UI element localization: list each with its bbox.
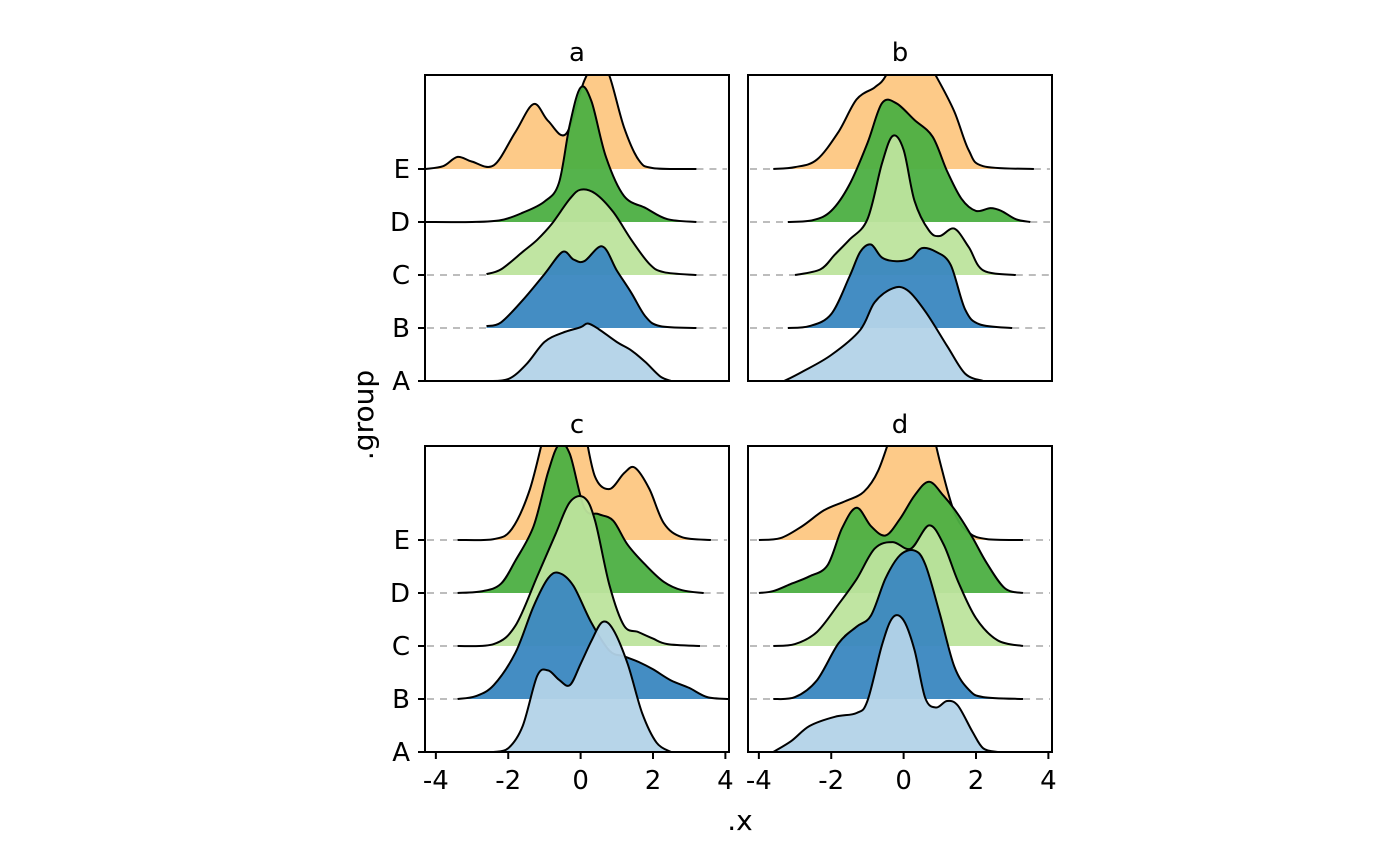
x-tick-label-c-4: 4 xyxy=(717,766,734,796)
ridge-fill-a-d xyxy=(425,86,697,223)
y-tick-label-a-a: A xyxy=(392,367,410,397)
x-tick-label-d-3: 2 xyxy=(968,766,985,796)
x-tick-label-d-1: -2 xyxy=(818,766,844,796)
ridge-line-d-a xyxy=(772,614,998,752)
ridge-fill-a-c xyxy=(486,189,697,275)
facet-title-d: d xyxy=(892,410,909,440)
facet-panel-b: b xyxy=(747,38,1053,382)
y-axis-title: .group xyxy=(347,370,380,460)
ridge-line-c-d xyxy=(457,446,704,594)
x-axis-panel-d: -4 -2 0 2 4 xyxy=(746,752,1057,796)
y-tick-label-a-c: C xyxy=(392,261,410,291)
x-axis-panel-c: -4 -2 0 2 4 xyxy=(423,752,734,796)
ridge-line-b-c xyxy=(794,134,1016,276)
ridge-line-b-a xyxy=(783,285,984,381)
x-tick-label-c-2: 0 xyxy=(572,766,589,796)
panel-frame-d xyxy=(747,445,1053,753)
x-tick-label-c-1: -2 xyxy=(495,766,521,796)
y-tick-label-a-b: B xyxy=(392,314,410,344)
ridge-line-a-a xyxy=(486,322,672,381)
ridge-fill-b-d xyxy=(787,99,1031,222)
ridges-panel-a xyxy=(425,75,727,381)
ridge-line-d-c xyxy=(773,524,1024,647)
facet-title-a: a xyxy=(569,38,585,68)
facet-title-c: c xyxy=(570,410,584,440)
facet-title-b: b xyxy=(892,38,909,68)
x-tick-label-d-0: -4 xyxy=(746,766,772,796)
ridge-line-d-b xyxy=(773,549,1024,701)
ridge-fill-a-e xyxy=(425,75,697,170)
x-tick-label-c-0: -4 xyxy=(423,766,449,796)
ridges-panel-d xyxy=(750,446,1050,752)
ridge-line-c-b xyxy=(457,571,729,700)
ridge-fill-c-e xyxy=(457,446,711,541)
facet-panel-d: d -4 -2 0 2 4 xyxy=(746,410,1057,796)
ridge-line-c-a xyxy=(493,620,672,752)
ridge-line-d-d xyxy=(758,480,1024,594)
panel-frame-a xyxy=(424,74,730,382)
ridge-line-c-c xyxy=(457,495,701,648)
ridge-fill-d-d xyxy=(758,481,1023,593)
ridge-fill-c-a xyxy=(493,621,672,752)
y-tick-label-c-e: E xyxy=(394,526,410,556)
ridges-panel-b xyxy=(750,75,1050,381)
ridge-line-c-e xyxy=(457,446,712,542)
ridge-line-a-d xyxy=(425,85,697,224)
ridge-line-a-b xyxy=(486,245,697,329)
y-tick-label-a-d: D xyxy=(390,208,410,238)
ridge-line-b-d xyxy=(787,98,1031,223)
y-tick-label-c-c: C xyxy=(392,632,410,662)
y-tick-label-a-e: E xyxy=(394,155,410,185)
panel-frame-c xyxy=(424,445,730,753)
ridge-fill-a-b xyxy=(486,246,697,328)
x-tick-label-d-2: 0 xyxy=(895,766,912,796)
ridge-line-b-b xyxy=(787,243,1013,329)
x-tick-label-c-3: 2 xyxy=(645,766,662,796)
ridge-line-a-e xyxy=(425,75,697,171)
ridges-panel-c xyxy=(427,446,729,752)
ridge-line-b-e xyxy=(773,75,1034,170)
ridge-fill-b-a xyxy=(784,286,984,381)
x-tick-label-d-4: 4 xyxy=(1040,766,1057,796)
y-tick-label-c-d: D xyxy=(390,579,410,609)
ridge-line-a-c xyxy=(486,188,697,276)
y-tick-label-c-a: A xyxy=(392,738,410,768)
x-axis-title: .x xyxy=(727,804,752,837)
ridge-fill-d-e xyxy=(758,446,1023,540)
ridge-fill-c-c xyxy=(457,496,700,647)
ridge-fill-d-a xyxy=(773,615,998,752)
y-tick-label-c-b: B xyxy=(392,685,410,715)
panel-frame-b xyxy=(747,74,1053,382)
ridge-fill-a-a xyxy=(486,323,672,381)
